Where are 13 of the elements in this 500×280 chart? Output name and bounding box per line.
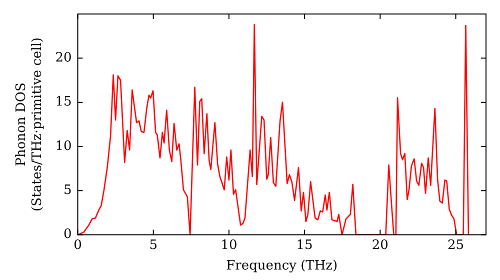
y-tick-label: 0 [63,227,72,242]
y-axis-title: Phonon DOS (States/THz·primitive cell) [14,37,45,212]
y-tick-label: 5 [63,183,72,198]
x-axis-title: Frequency (THz) [226,258,338,274]
x-tick-label: 20 [372,238,388,253]
y-tick-label: 10 [55,138,72,154]
x-tick-label: 15 [296,238,313,253]
y-tick-label: 20 [55,50,72,66]
x-tick-label: 10 [220,238,238,253]
x-tick-label: 0 [74,238,82,253]
x-tick-label: 5 [149,238,158,253]
x-tick-label: 25 [447,238,464,253]
y-tick-label: 15 [55,94,72,110]
